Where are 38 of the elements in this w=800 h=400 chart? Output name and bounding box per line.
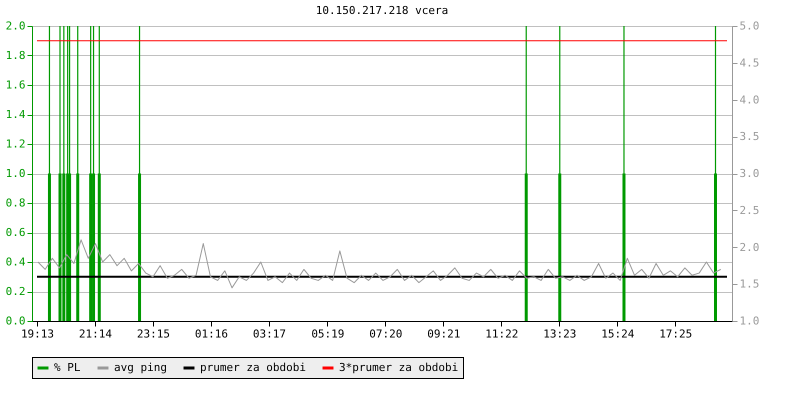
y-tick-label: 1.4 xyxy=(6,108,26,121)
x-tick-label: 03:17 xyxy=(252,328,286,340)
x-tick-label: 15:24 xyxy=(601,328,635,340)
y-tick-label: 0.8 xyxy=(6,196,26,210)
y2-tick-label: 4.5 xyxy=(740,56,760,70)
x-tick-label: 07:20 xyxy=(369,328,402,340)
x-tick-label: 19:13 xyxy=(20,328,54,340)
x-tick-label: 09:21 xyxy=(427,328,460,340)
x-tick-label: 05:19 xyxy=(311,328,344,340)
x-tick-label: 21:14 xyxy=(78,328,112,340)
y-tick-label: 1.0 xyxy=(6,167,26,180)
legend-label: % PL xyxy=(54,361,81,374)
y-tick-label: 0.4 xyxy=(6,256,26,268)
x-tick-label: 13:23 xyxy=(543,328,576,340)
y-tick-label: 1.8 xyxy=(6,49,26,62)
y2-tick-label: 3.5 xyxy=(740,130,760,144)
y2-tick-label: 1.5 xyxy=(740,278,760,291)
y2-tick-label: 3.0 xyxy=(740,167,760,180)
x-tick-label: 17:25 xyxy=(659,328,692,340)
legend-label: prumer za obdobi xyxy=(200,361,306,374)
y-tick-label: 2.0 xyxy=(6,20,26,32)
chart-title: 10.150.217.218 vcera xyxy=(316,4,448,17)
y-tick-label: 0.2 xyxy=(6,285,26,298)
legend-label: 3*prumer za obdobi xyxy=(339,361,458,374)
x-tick-label: 01:16 xyxy=(194,328,228,340)
y-tick-label: 1.2 xyxy=(6,138,26,150)
x-tick-label: 11:22 xyxy=(485,328,518,340)
legend-label: avg ping xyxy=(114,361,167,374)
y2-tick-label: 4.0 xyxy=(740,93,760,106)
x-tick-label: 23:15 xyxy=(136,328,170,340)
y2-tick-label: 2.5 xyxy=(740,204,760,217)
y2-tick-label: 2.0 xyxy=(740,240,760,254)
y-tick-label: 0.0 xyxy=(6,314,26,328)
y-tick-label: 0.6 xyxy=(6,226,26,239)
y2-tick-label: 5.0 xyxy=(740,20,760,32)
y-tick-label: 1.6 xyxy=(6,78,26,92)
y2-tick-label: 1.0 xyxy=(740,314,760,328)
line-series xyxy=(37,239,722,288)
